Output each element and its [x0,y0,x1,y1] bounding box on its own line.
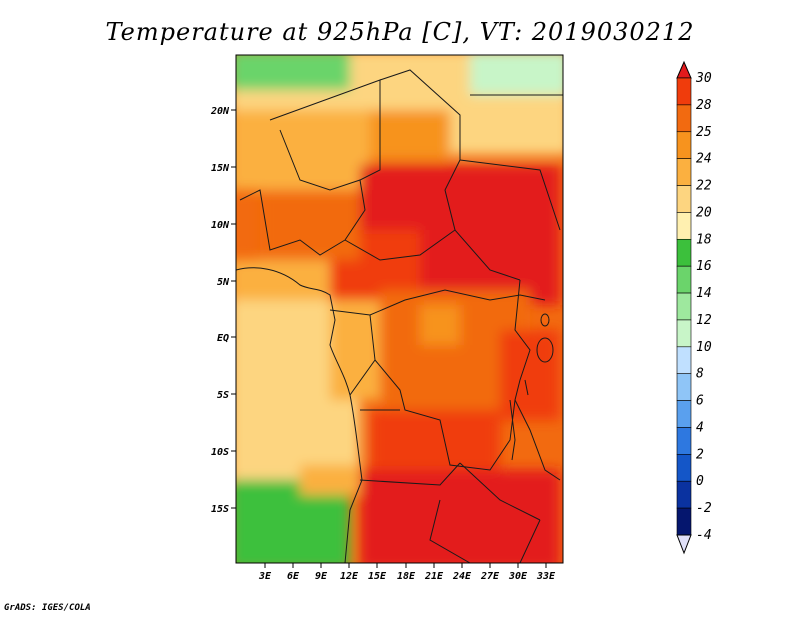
colorbar-swatch [676,507,692,536]
colorbar-label: 16 [696,259,712,274]
colorbar-label: 14 [696,286,712,301]
lat-label: 15N [211,163,230,174]
lon-label: 15E [368,571,387,582]
colorbar-label: 28 [696,98,712,113]
colorbar-bottom-arrow [676,534,692,555]
colorbar-swatch [676,238,692,267]
colorbar-label: 20 [696,205,712,220]
colorbar-label: 25 [696,125,712,140]
colorbar-swatch [676,292,692,321]
colorbar-label: 6 [696,394,704,409]
lat-axis: 20N 15N 10N 5N EQ 5S 10S 15S [210,106,236,515]
colorbar-swatch [676,77,692,106]
lat-label: 5S [217,390,229,401]
lon-axis: 3E 6E 9E 12E 15E 18E 21E 24E 27E 30E 33E [258,563,556,582]
colorbar-swatch [676,158,692,186]
colorbar-label: 30 [695,71,712,86]
colorbar-top-arrow [676,60,692,79]
colorbar-swatch [676,480,692,509]
lat-label: 5N [217,277,230,288]
country-borders [236,69,563,563]
lat-label: 10S [211,447,229,458]
colorbar-swatch [676,454,692,482]
lat-label: 10N [211,220,230,231]
colorbar-label: 22 [696,179,712,194]
lakes [509,313,554,461]
colorbar-swatch [676,104,692,133]
colorbar-label: 0 [696,474,704,489]
colorbar-label: 18 [696,232,712,247]
colorbar-swatch [676,185,692,213]
colorbar-swatch [676,212,692,240]
colorbar-swatch [676,346,692,375]
lon-label: 9E [315,571,328,582]
map-frame [235,54,564,564]
lon-label: 33E [536,571,556,582]
lon-label: 6E [287,571,300,582]
temperature-field [236,55,563,563]
lon-label: 12E [340,571,359,582]
colorbar-swatch [676,131,692,159]
colorbar-label: 24 [696,152,712,167]
colorbar-label: 12 [696,313,712,328]
lat-label: 15S [211,504,229,515]
colorbar-swatch [676,265,692,294]
colorbar-label: -2 [696,501,712,516]
colorbar-label: -4 [696,528,712,543]
colorbar-swatch [676,319,692,348]
lat-label: EQ [217,333,229,344]
lat-label: 20N [210,106,230,117]
lon-label: 21E [424,571,444,582]
colorbar-swatch [676,400,692,428]
lon-label: 24E [452,571,472,582]
lon-label: 3E [258,571,272,582]
colorbar-swatch [676,373,692,401]
colorbar-label: 4 [696,420,704,435]
credit-label: GrADS: IGES/COLA [4,603,91,613]
colorbar-label: 10 [696,340,712,355]
colorbar-label: 8 [696,367,704,382]
colorbar-label: 2 [696,447,704,462]
chart-title: Temperature at 925hPa [C], VT: 201903021… [105,18,695,46]
lon-label: 27E [480,571,500,582]
colorbar-swatch [676,427,692,455]
lon-label: 18E [397,571,416,582]
lon-label: 30E [508,571,528,582]
